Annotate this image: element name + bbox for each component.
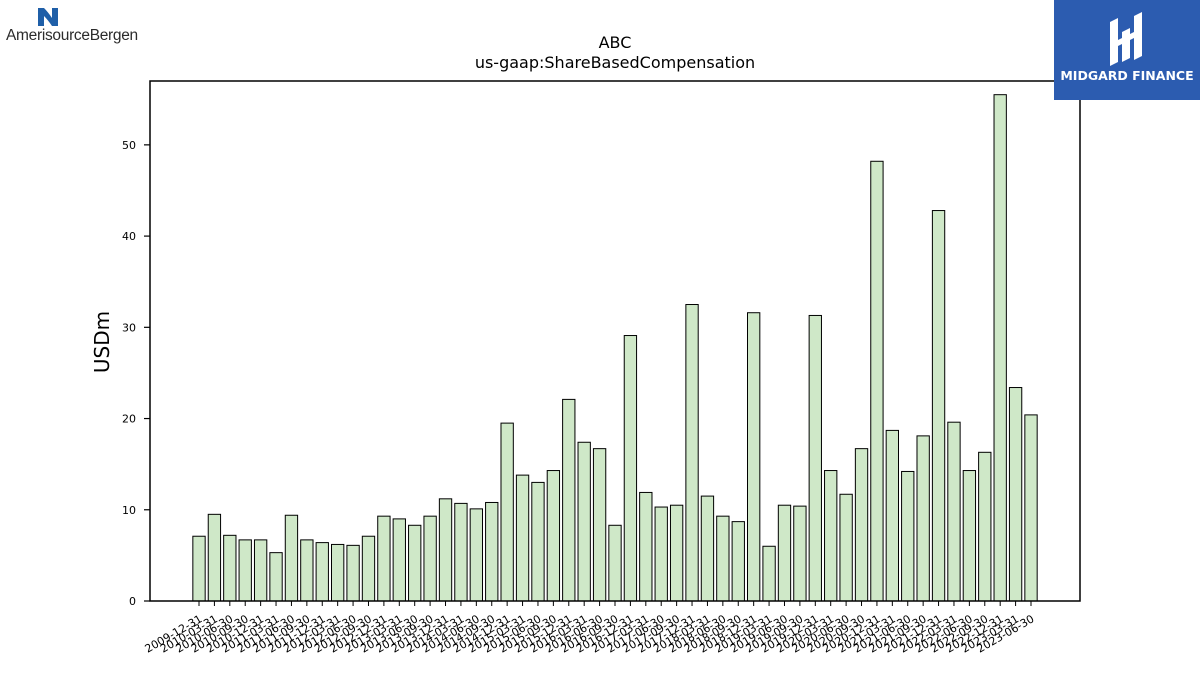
bar-2022-06-30 bbox=[962, 470, 977, 602]
bar-2010-06-30 bbox=[223, 534, 237, 602]
bar-2018-03-31 bbox=[700, 495, 715, 602]
bar-2021-06-30 bbox=[901, 470, 915, 602]
bars-layer bbox=[192, 94, 1038, 602]
bar-2012-09-30 bbox=[361, 535, 376, 602]
bar-2023-03-31 bbox=[1008, 387, 1023, 602]
midgard-finance-logo: MIDGARD FINANCE bbox=[1054, 0, 1200, 100]
bar-2017-06-30 bbox=[654, 506, 668, 602]
bar-2016-12-31 bbox=[623, 335, 638, 602]
bar-2015-12-31 bbox=[562, 398, 576, 602]
bar-2017-09-30 bbox=[669, 504, 684, 602]
bar-2010-09-30 bbox=[238, 539, 252, 602]
bar-2014-03-31 bbox=[454, 502, 468, 602]
bar-2017-12-31 bbox=[685, 304, 699, 602]
y-tick-label: 30 bbox=[122, 321, 136, 334]
bar-2011-12-31 bbox=[315, 542, 329, 602]
bar-2011-06-30 bbox=[284, 514, 299, 602]
bar-2019-12-31 bbox=[808, 314, 822, 602]
bar-2012-12-31 bbox=[377, 515, 391, 602]
bar-2019-06-30 bbox=[777, 504, 792, 602]
bar-2019-09-30 bbox=[793, 505, 807, 602]
bar-2021-03-31 bbox=[885, 429, 899, 602]
bar-2011-03-31 bbox=[269, 552, 283, 602]
bar-2016-09-30 bbox=[608, 524, 622, 602]
chart-title: ABC bbox=[599, 33, 632, 52]
y-tick-label: 50 bbox=[122, 139, 136, 152]
midgard-logo-icon bbox=[1110, 12, 1142, 66]
bar-2017-03-31 bbox=[639, 491, 653, 602]
y-tick-label: 10 bbox=[122, 504, 136, 517]
bar-2015-03-31 bbox=[515, 474, 530, 602]
bar-2022-09-30 bbox=[978, 451, 992, 602]
bar-2020-03-31 bbox=[824, 470, 838, 602]
bar-2022-03-31 bbox=[947, 421, 961, 602]
amerisourcebergen-logo-icon bbox=[38, 8, 58, 26]
bar-2010-03-31 bbox=[207, 513, 222, 602]
y-axis-label: USDm bbox=[90, 311, 114, 373]
y-tick-label: 40 bbox=[122, 230, 136, 243]
bar-2021-12-31 bbox=[931, 210, 946, 602]
bar-2009-12-31 bbox=[192, 535, 206, 602]
bar-2013-06-30 bbox=[408, 524, 422, 602]
bar-2013-12-31 bbox=[438, 498, 453, 602]
y-tick-label: 20 bbox=[122, 413, 136, 426]
bar-2018-12-31 bbox=[747, 312, 761, 602]
bar-2014-09-30 bbox=[485, 501, 499, 602]
bar-2015-06-30 bbox=[531, 481, 545, 602]
bar-2016-03-31 bbox=[577, 441, 591, 602]
bar-2020-09-30 bbox=[854, 448, 869, 602]
y-tick-label: 0 bbox=[129, 595, 136, 608]
bar-2013-09-30 bbox=[423, 515, 437, 602]
y-ticks: 0 10 20 30 40 50 bbox=[122, 139, 150, 608]
bar-2021-09-30 bbox=[916, 435, 930, 602]
bar-2018-09-30 bbox=[731, 521, 745, 602]
midgard-logo-text: MIDGARD FINANCE bbox=[1060, 68, 1194, 83]
bar-2014-06-30 bbox=[469, 508, 484, 602]
bar-2020-06-30 bbox=[839, 493, 853, 602]
bar-2012-06-30 bbox=[346, 544, 360, 602]
amerisourcebergen-logo: AmerisourceBergen bbox=[6, 6, 166, 48]
bar-2015-09-30 bbox=[546, 470, 561, 602]
bar-2020-12-31 bbox=[870, 160, 884, 602]
bar-2014-12-31 bbox=[500, 422, 514, 602]
bar-2012-03-31 bbox=[331, 543, 345, 602]
bar-2019-03-31 bbox=[762, 545, 776, 602]
bar-2010-12-31 bbox=[253, 539, 268, 602]
bar-2013-03-31 bbox=[392, 518, 406, 602]
bar-2023-06-30 bbox=[1024, 414, 1038, 602]
bar-2018-06-30 bbox=[716, 515, 730, 602]
x-ticks: 2009-12-312010-03-312010-06-302010-09-30… bbox=[143, 601, 1037, 656]
bar-2016-06-30 bbox=[592, 448, 607, 602]
bar-2011-09-30 bbox=[300, 539, 314, 602]
amerisourcebergen-logo-text: AmerisourceBergen bbox=[6, 27, 138, 44]
bar-2022-12-31 bbox=[993, 94, 1007, 602]
chart-subtitle: us-gaap:ShareBasedCompensation bbox=[475, 53, 755, 72]
